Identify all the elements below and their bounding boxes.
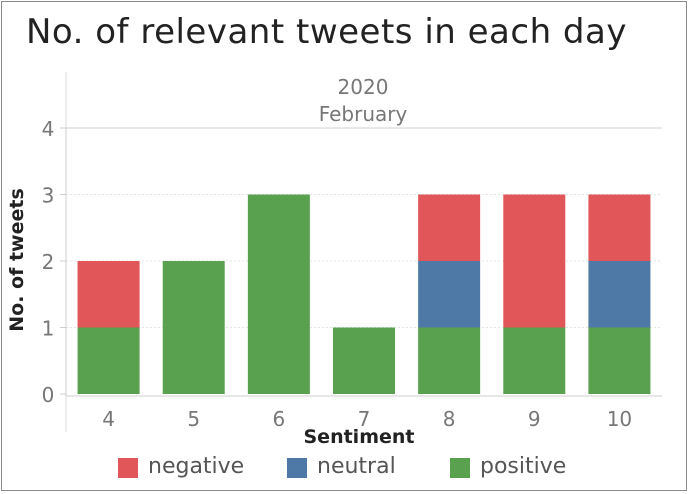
bar-negative-10 [588,194,651,261]
bar-positive-9 [503,327,566,394]
x-tick-label: 7 [358,407,371,431]
header-year: 2020 [338,75,389,99]
legend-swatch-neutral [287,458,307,478]
bar-neutral-10 [588,261,651,328]
x-tick-label: 8 [443,407,456,431]
bar-positive-6 [247,194,310,394]
y-tick-label: 2 [42,250,55,274]
bar-positive-4 [77,327,140,394]
bar-positive-8 [418,327,481,394]
bar-neutral-8 [418,261,481,328]
bar-positive-7 [333,327,395,394]
chart-title: No. of relevant tweets in each day [26,12,627,52]
y-tick-label: 1 [42,317,55,341]
legend-label-positive: positive [480,454,567,479]
bar-negative-9 [503,194,566,328]
legend-swatch-negative [118,458,138,478]
header-month: February [319,102,408,126]
y-axis-title: No. of tweets [6,188,28,332]
x-tick-label: 4 [102,407,115,431]
x-tick-label: 6 [272,407,285,431]
y-tick-label: 4 [42,117,55,141]
legend-label-negative: negative [148,454,245,479]
x-tick-label: 9 [528,407,541,431]
x-axis-title: Sentiment [304,426,415,448]
bar-negative-4 [77,261,140,328]
legend-label-neutral: neutral [317,454,396,479]
x-tick-label: 5 [187,407,200,431]
bar-negative-8 [418,194,481,261]
y-tick-label: 3 [42,184,55,208]
y-tick-label: 0 [42,383,55,407]
bar-positive-10 [588,327,651,394]
legend-swatch-positive [450,458,470,478]
x-tick-label: 10 [607,407,632,431]
bar-positive-5 [162,261,225,394]
